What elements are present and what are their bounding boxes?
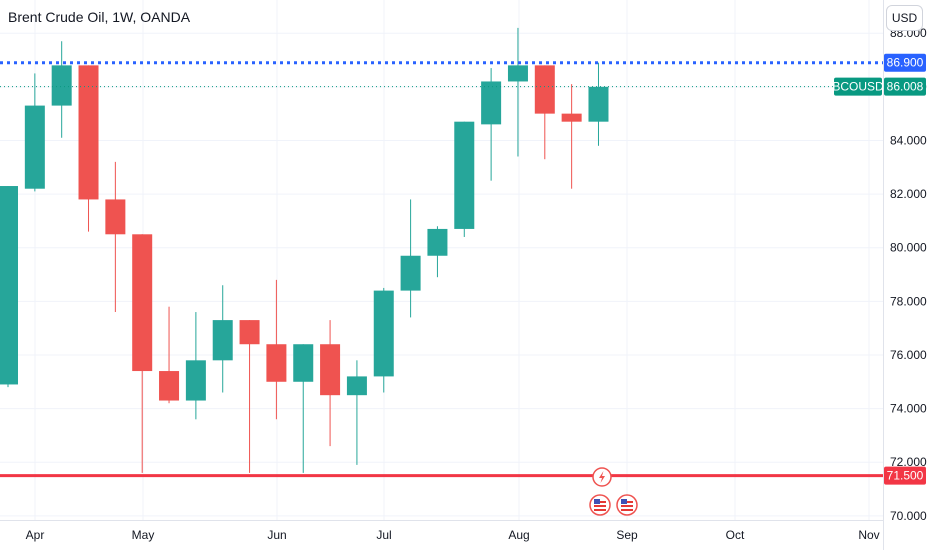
- candle: [427, 226, 448, 278]
- time-tick-label: May: [132, 528, 155, 542]
- candle-body: [239, 320, 260, 345]
- last-price-label: 86.008: [887, 80, 924, 94]
- candle-body: [454, 121, 475, 229]
- blue-line-price-label-box: [884, 53, 926, 72]
- time-tick-label: Sep: [616, 528, 638, 542]
- candle-body: [105, 199, 126, 235]
- time-tick-label: Jul: [376, 528, 391, 542]
- symbol-label: BCOUSD: [832, 80, 884, 94]
- price-tick-label: 78.000: [890, 294, 927, 308]
- candle-body: [0, 186, 18, 385]
- candle-body: [185, 360, 206, 401]
- candle-body: [293, 344, 314, 382]
- candle: [239, 320, 260, 473]
- candle: [159, 306, 180, 404]
- candle-body: [588, 86, 609, 122]
- candle-body: [51, 65, 72, 106]
- candle-body: [78, 65, 99, 200]
- price-tick-label: 76.000: [890, 348, 927, 362]
- dividend-event-icon[interactable]: [592, 467, 612, 487]
- candle: [400, 199, 421, 318]
- red-line-price-label: 71.500: [887, 469, 924, 483]
- candle-body: [373, 290, 394, 377]
- candle: [373, 287, 394, 393]
- price-tick-label: 84.000: [890, 133, 927, 147]
- candle: [534, 65, 555, 160]
- currency-button[interactable]: USD: [886, 5, 923, 31]
- candle: [266, 279, 287, 420]
- price-tick-label: 70.000: [890, 509, 927, 523]
- candle-body: [534, 65, 555, 114]
- time-tick-label: Oct: [726, 528, 745, 542]
- candle: [185, 312, 206, 420]
- candle-body: [400, 255, 421, 291]
- candle-body: [266, 344, 287, 382]
- candle: [212, 285, 233, 393]
- candle-body: [427, 228, 448, 256]
- candle: [132, 234, 153, 473]
- candle-body: [24, 105, 45, 189]
- candle-body: [320, 344, 341, 396]
- candle-body: [507, 65, 528, 82]
- horizontal-lines: [0, 61, 883, 478]
- candle: [588, 62, 609, 146]
- last-price-label-box: [884, 77, 926, 96]
- time-tick-label: Aug: [508, 528, 529, 542]
- candle: [293, 344, 314, 473]
- candle: [481, 68, 502, 181]
- candle-body: [481, 81, 502, 125]
- candle-body: [159, 371, 180, 401]
- candle: [507, 27, 528, 157]
- blue-line-price-label: 86.900: [887, 56, 924, 70]
- candle: [320, 320, 341, 447]
- time-tick-label: Nov: [858, 528, 879, 542]
- price-tick-label: 74.000: [890, 402, 927, 416]
- candles: [0, 27, 609, 473]
- candle-body: [132, 234, 153, 372]
- us-flag-event-icon[interactable]: [616, 494, 638, 516]
- candle-body: [212, 320, 233, 361]
- symbol-label-box: [834, 77, 882, 96]
- candle: [561, 84, 582, 189]
- candle: [0, 186, 18, 388]
- candle: [105, 161, 126, 313]
- red-line-price-label-box: [884, 466, 926, 485]
- chart-title: Brent Crude Oil, 1W, OANDA: [8, 9, 191, 25]
- time-tick-label: Jun: [267, 528, 286, 542]
- time-axis[interactable]: Apr May Jun Jul Aug Sep Oct Nov: [0, 520, 883, 543]
- event-markers[interactable]: [589, 467, 638, 516]
- price-tick-label: 72.000: [890, 455, 927, 469]
- price-tick-label: 80.000: [890, 241, 927, 255]
- price-tick-label: 82.000: [890, 187, 927, 201]
- time-tick-label: Apr: [26, 528, 45, 542]
- candle-body: [561, 113, 582, 122]
- candle: [454, 121, 475, 237]
- candle: [78, 65, 99, 232]
- candle: [51, 41, 72, 138]
- us-flag-event-icon[interactable]: [589, 494, 611, 516]
- candle: [24, 73, 45, 192]
- candle-body: [346, 376, 367, 396]
- candle: [346, 360, 367, 465]
